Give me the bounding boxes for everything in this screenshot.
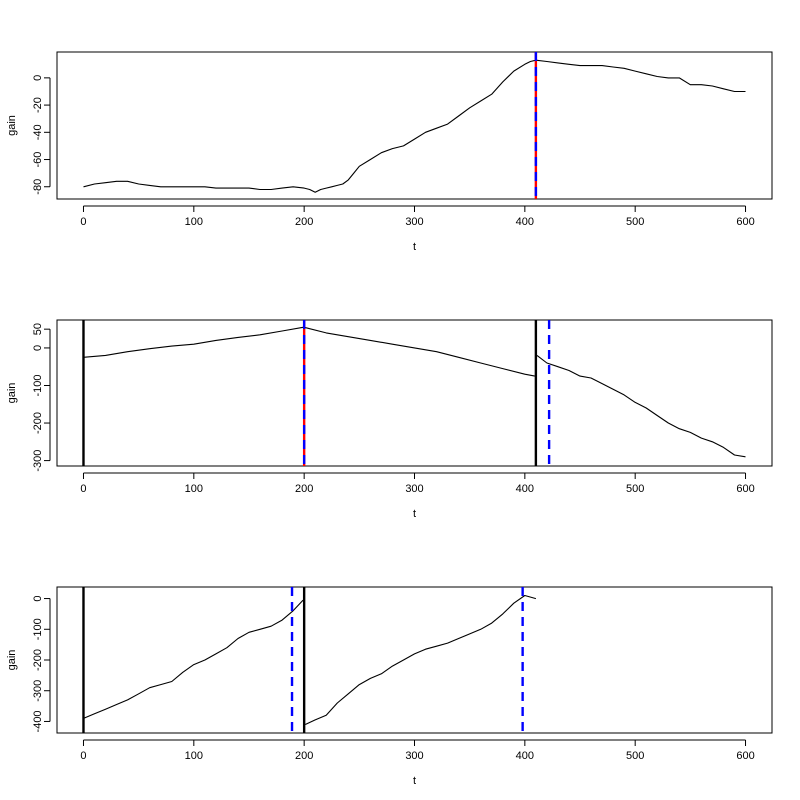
y-tick-label: -300 — [32, 450, 44, 472]
gain-series-line — [83, 599, 304, 719]
x-tick-label: 100 — [185, 483, 203, 495]
x-tick-label: 500 — [626, 483, 644, 495]
y-tick-label: -200 — [32, 649, 44, 671]
x-tick-label: 600 — [736, 216, 754, 228]
x-tick-label: 400 — [516, 216, 534, 228]
x-tick-label: 600 — [736, 750, 754, 762]
x-tick-label: 0 — [80, 483, 86, 495]
x-axis-label: t — [413, 508, 416, 520]
x-tick-label: 200 — [295, 216, 313, 228]
x-tick-label: 300 — [405, 216, 423, 228]
y-tick-label: -20 — [32, 97, 44, 113]
x-tick-label: 200 — [295, 750, 313, 762]
gain-series-line — [305, 594, 537, 725]
x-tick-label: 200 — [295, 483, 313, 495]
x-tick-label: 400 — [516, 750, 534, 762]
x-tick-label: 500 — [626, 216, 644, 228]
y-tick-label: -40 — [32, 124, 44, 140]
y-tick-label: 0 — [32, 595, 44, 601]
bottom-panel: 0 100 200 300 400 500 600 t -400 -300 -200 -100 0 gai… — [6, 586, 773, 787]
middle-panel: 0 100 200 300 400 500 600 t -300 -200 -100 0 50 gain — [6, 319, 773, 520]
x-tick-label: 0 — [80, 750, 86, 762]
x-tick-label: 500 — [626, 750, 644, 762]
plot-frame — [56, 51, 773, 200]
y-axis-label: gain — [6, 115, 18, 136]
x-tick-label: 100 — [185, 750, 203, 762]
y-tick-label: 0 — [32, 75, 44, 81]
y-axis-label: gain — [6, 650, 18, 671]
x-tick-label: 300 — [405, 483, 423, 495]
top-panel: 0 100 200 300 400 500 600 t -80 -60 -40 -20 0 gain — [6, 51, 773, 253]
y-tick-label: -100 — [32, 618, 44, 640]
y-tick-label: -100 — [32, 374, 44, 396]
y-axis-label: gain — [6, 383, 18, 404]
gain-series-line — [536, 354, 746, 458]
x-tick-label: 400 — [516, 483, 534, 495]
y-tick-label: -80 — [32, 179, 44, 195]
y-tick-label: 0 — [32, 345, 44, 351]
gain-series-line — [304, 326, 535, 377]
y-tick-label: -200 — [32, 412, 44, 434]
gain-series-line — [83, 326, 304, 358]
y-tick-label: -400 — [32, 710, 44, 732]
y-tick-label: -300 — [32, 680, 44, 702]
x-axis-label: t — [413, 775, 416, 787]
y-tick-label: -60 — [32, 152, 44, 168]
x-axis-label: t — [413, 241, 416, 253]
y-tick-label: 50 — [32, 323, 44, 335]
x-tick-label: 300 — [405, 750, 423, 762]
x-tick-label: 600 — [736, 483, 754, 495]
x-tick-label: 0 — [80, 216, 86, 228]
x-tick-label: 100 — [185, 216, 203, 228]
plot-frame — [56, 586, 773, 734]
gain-series-line — [83, 59, 746, 193]
plot-frame — [56, 319, 773, 467]
